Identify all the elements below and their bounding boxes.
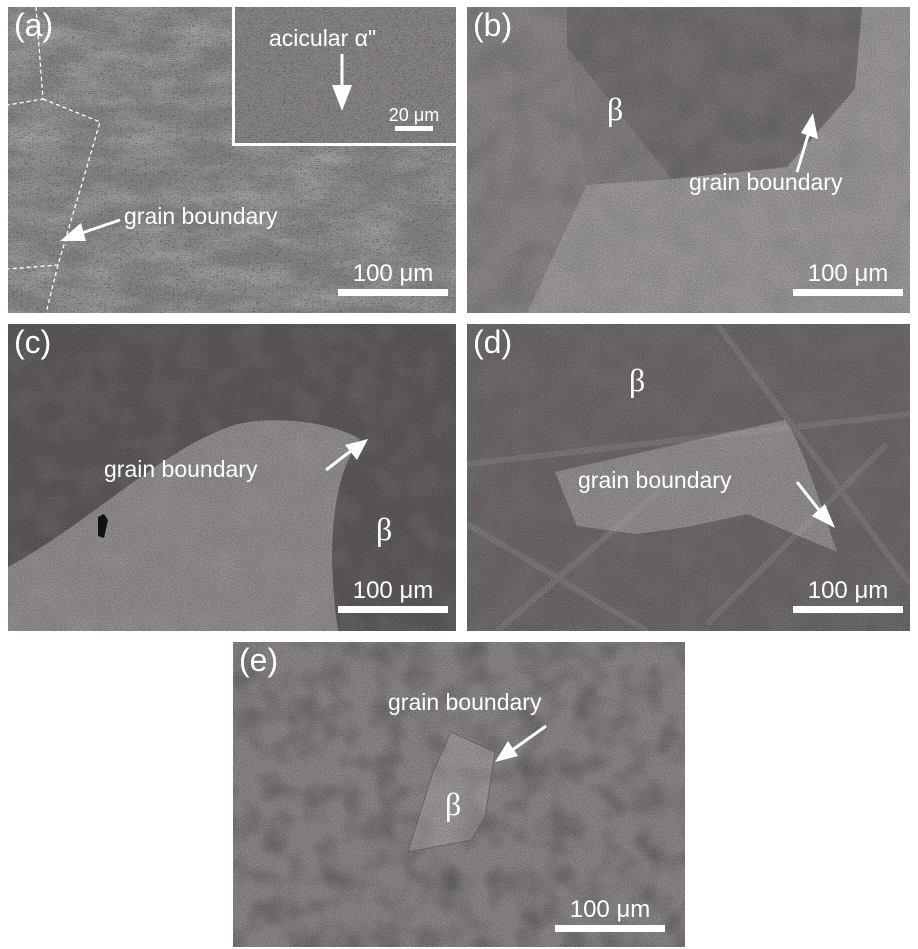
panel-b-micrograph xyxy=(467,7,910,313)
pore-mark xyxy=(98,514,108,538)
panel-d-label: (d) xyxy=(473,324,513,360)
panel-e: (e) grain boundary β 100 μm xyxy=(233,642,685,947)
panel-d: (d) β grain boundary 100 μm xyxy=(467,324,910,631)
panel-a: acicular α" 20 μm (a) grain boundary 100… xyxy=(8,7,456,313)
inset-annotation: acicular α" xyxy=(269,25,377,51)
panel-c-micrograph xyxy=(8,324,456,631)
panel-d-micrograph xyxy=(467,324,910,631)
panel-c-phase-label: β xyxy=(376,511,393,547)
panel-a-annotation: grain boundary xyxy=(124,203,278,229)
panel-c: (c) grain boundary β 100 μm xyxy=(8,324,456,631)
panel-b-scale-label: 100 μm xyxy=(807,260,889,287)
panel-b-annotation: grain boundary xyxy=(689,169,843,195)
panel-e-micrograph xyxy=(233,642,685,947)
panel-d-scale-bar: 100 μm xyxy=(793,579,903,613)
inset-scale-label: 20 μm xyxy=(388,105,440,125)
panel-c-label: (c) xyxy=(14,324,52,360)
panel-a-scale-label: 100 μm xyxy=(352,260,434,287)
panel-a-scale-bar: 100 μm xyxy=(338,262,448,296)
panel-b-label: (b) xyxy=(473,7,513,43)
panel-e-phase-label: β xyxy=(445,786,462,822)
panel-c-scale-label: 100 μm xyxy=(352,577,434,604)
panel-e-scale-bar: 100 μm xyxy=(555,898,665,932)
inset-acicular: acicular α" 20 μm xyxy=(232,7,456,146)
panel-c-annotation: grain boundary xyxy=(104,456,258,482)
panel-d-phase-label: β xyxy=(629,362,646,398)
panel-e-label: (e) xyxy=(239,642,279,678)
inset-scale-bar: 20 μm xyxy=(383,106,445,131)
panel-d-scale-label: 100 μm xyxy=(807,577,889,604)
panel-e-annotation: grain boundary xyxy=(388,689,542,715)
panel-b: (b) β grain boundary 100 μm xyxy=(467,7,910,313)
panel-a-label: (a) xyxy=(14,7,54,43)
panel-d-annotation: grain boundary xyxy=(578,467,732,493)
panel-c-scale-bar: 100 μm xyxy=(338,579,448,613)
panel-b-phase-label: β xyxy=(607,91,624,127)
inset-micrograph xyxy=(235,7,456,143)
panel-e-scale-label: 100 μm xyxy=(569,896,651,923)
grain-boundary-dashed xyxy=(8,7,101,313)
panel-b-scale-bar: 100 μm xyxy=(793,262,903,296)
